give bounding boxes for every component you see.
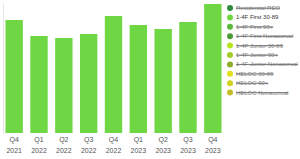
x-tick-label-line: Q3 bbox=[84, 136, 93, 144]
chart: Residential REO 1-4F First 30-89 1-4F Firs… bbox=[0, 0, 300, 159]
strike bbox=[236, 92, 288, 93]
strike bbox=[236, 36, 293, 37]
legend-item[interactable]: HELOC 90+ bbox=[227, 80, 269, 86]
x-tick-label-line: 2023 bbox=[205, 147, 221, 154]
x-tick-label: Q3 2023 bbox=[180, 136, 196, 154]
bar[interactable] bbox=[130, 25, 147, 133]
x-tick: Q2 2022 bbox=[56, 133, 72, 154]
x-tick: Q4 2021 bbox=[6, 133, 22, 154]
x-tick-label-line: 2023 bbox=[131, 147, 147, 154]
legend-item[interactable]: 1-4F Junior 90+ bbox=[227, 52, 278, 58]
bar[interactable] bbox=[179, 22, 196, 133]
legend-marker bbox=[227, 5, 233, 11]
legend-item[interactable]: 1-4F Junior 30-89 bbox=[227, 43, 284, 49]
legend-label: 1-4F Junior 90+ bbox=[236, 52, 278, 58]
legend-marker bbox=[227, 33, 233, 39]
x-tick-label: Q1 2023 bbox=[131, 136, 147, 154]
x-tick-label: Q4 2022 bbox=[106, 136, 122, 154]
x-tick-label-line: 2022 bbox=[31, 147, 47, 154]
x-tick-label-line: 2022 bbox=[56, 147, 72, 154]
x-tick-label-line: Q4 bbox=[10, 136, 19, 144]
bar[interactable] bbox=[204, 4, 221, 133]
legend: Residential REO 1-4F First 30-89 1-4F Firs… bbox=[227, 5, 298, 96]
x-tick-label-line: 2022 bbox=[106, 147, 122, 154]
legend-label: HELOC 90+ bbox=[236, 80, 269, 86]
legend-label: HELOC Nonaccrual bbox=[236, 90, 288, 96]
x-tick: Q4 2022 bbox=[106, 133, 122, 154]
bar[interactable] bbox=[80, 34, 97, 133]
x-tick-label-line: 2023 bbox=[180, 147, 196, 154]
legend-item[interactable]: 1-4F First 90+ bbox=[227, 24, 274, 30]
x-tick: Q1 2022 bbox=[31, 133, 47, 154]
bar[interactable] bbox=[55, 38, 72, 133]
bar[interactable] bbox=[105, 16, 122, 133]
legend-label: 1-4F First 90+ bbox=[236, 24, 274, 30]
bars bbox=[5, 4, 221, 133]
x-tick-label-line: 2021 bbox=[6, 147, 22, 154]
bar[interactable] bbox=[5, 20, 22, 133]
legend-marker bbox=[227, 80, 233, 86]
x-tick-label: Q3 2022 bbox=[81, 136, 97, 154]
x-tick: Q3 2023 bbox=[180, 133, 196, 154]
legend-marker bbox=[227, 61, 233, 67]
x-tick: Q1 2023 bbox=[131, 133, 147, 154]
x-tick-label-line: Q3 bbox=[183, 136, 192, 144]
y-axis bbox=[3, 4, 4, 134]
x-tick-label-line: 2023 bbox=[155, 147, 171, 154]
x-tick-label-line: Q1 bbox=[34, 136, 43, 144]
legend-marker bbox=[227, 71, 233, 77]
legend-item[interactable]: HELOC 30-89 bbox=[227, 71, 274, 77]
x-tick-label-line: Q4 bbox=[109, 136, 118, 144]
x-tick-label-line: Q2 bbox=[158, 136, 167, 144]
legend-item[interactable]: HELOC Nonaccrual bbox=[227, 90, 288, 96]
strike bbox=[236, 55, 278, 56]
legend-label: Residential REO bbox=[236, 5, 280, 11]
x-tick-label-line: Q1 bbox=[134, 136, 143, 144]
strike bbox=[236, 45, 283, 46]
y-axis-line bbox=[3, 4, 4, 134]
strike bbox=[236, 83, 268, 84]
legend-marker bbox=[227, 52, 233, 58]
x-axis: Q4 2021 Q1 2022 Q2 2022 Q3 2022 Q4 2022 Q1 2023 Q2 20… bbox=[6, 133, 220, 154]
x-tick-label: Q1 2022 bbox=[31, 136, 47, 154]
x-tick-label-line: Q2 bbox=[59, 136, 68, 144]
legend-marker bbox=[227, 14, 233, 20]
x-tick: Q2 2023 bbox=[155, 133, 171, 154]
legend-item[interactable]: Residential REO bbox=[227, 5, 280, 11]
x-tick-label: Q4 2021 bbox=[6, 136, 22, 154]
strike bbox=[236, 73, 273, 74]
legend-label: 1-4F First 30-89 bbox=[236, 14, 279, 20]
x-tick-label-line: 2022 bbox=[81, 147, 97, 154]
legend-label: HELOC 30-89 bbox=[236, 71, 274, 77]
x-tick-label-line: Q4 bbox=[208, 136, 217, 144]
legend-item[interactable]: 1-4F First 30-89 bbox=[227, 14, 279, 20]
strike bbox=[236, 26, 273, 27]
legend-label: 1-4F First Nonaccrual bbox=[236, 33, 293, 39]
legend-item[interactable]: 1-4F Junior Nonaccrual bbox=[227, 61, 298, 67]
x-tick: Q4 2023 bbox=[205, 133, 221, 154]
x-tick-label: Q2 2023 bbox=[155, 136, 171, 154]
strike bbox=[236, 8, 280, 9]
legend-marker bbox=[227, 43, 233, 49]
legend-marker bbox=[227, 24, 233, 30]
x-tick: Q3 2022 bbox=[81, 133, 97, 154]
x-tick-label: Q2 2022 bbox=[56, 136, 72, 154]
legend-item[interactable]: 1-4F First Nonaccrual bbox=[227, 33, 293, 39]
strike bbox=[236, 64, 298, 65]
legend-label: 1-4F Junior Nonaccrual bbox=[236, 61, 298, 67]
bar[interactable] bbox=[30, 36, 47, 133]
legend-label: 1-4F Junior 30-89 bbox=[236, 43, 284, 49]
legend-marker bbox=[227, 90, 233, 96]
x-tick-label: Q4 2023 bbox=[205, 136, 221, 154]
bar[interactable] bbox=[154, 29, 171, 133]
